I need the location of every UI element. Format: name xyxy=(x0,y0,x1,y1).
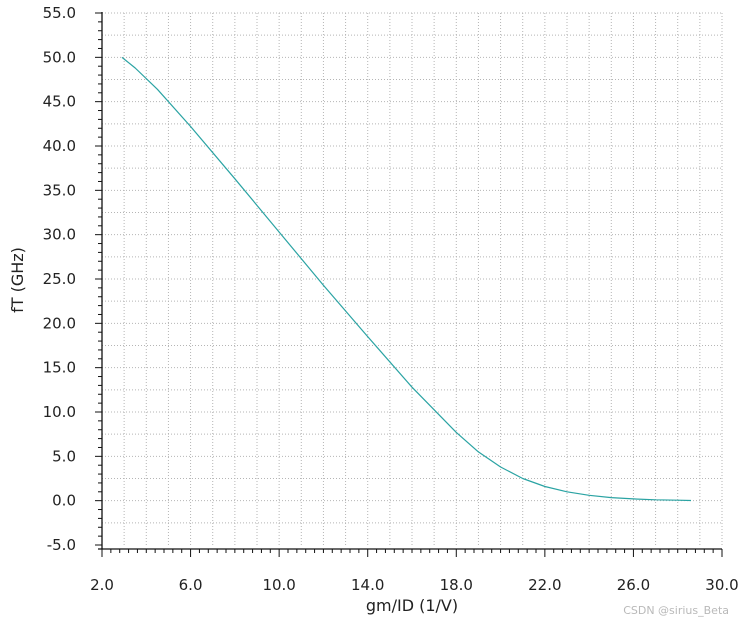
y-tick-label: 55.0 xyxy=(43,4,76,22)
x-tick-label: 10.0 xyxy=(262,576,295,594)
x-tick-label: 14.0 xyxy=(351,576,384,594)
y-tick-label: 5.0 xyxy=(52,447,76,465)
tick-labels: -5.0 0.0 5.0 10.0 15.0 20.0 25.0 30.0 35.0 40.0 45… xyxy=(43,4,739,594)
gridlines xyxy=(102,12,723,545)
x-tick-label: 22.0 xyxy=(528,576,561,594)
y-tick-label: 0.0 xyxy=(52,492,76,510)
y-tick-label: 50.0 xyxy=(43,48,76,66)
y-tick-label: 30.0 xyxy=(43,226,76,244)
x-tick-label: 30.0 xyxy=(705,576,738,594)
x-axis-label: gm/ID (1/V) xyxy=(366,596,458,615)
y-tick-label: 15.0 xyxy=(43,359,76,377)
x-tick-label: 2.0 xyxy=(90,576,114,594)
y-tick-label: -5.0 xyxy=(47,536,76,554)
series-group xyxy=(121,56,692,502)
axes xyxy=(98,12,722,550)
series-line xyxy=(121,56,692,502)
x-tick-label: 26.0 xyxy=(617,576,650,594)
watermark: CSDN @sirius_Beta xyxy=(623,604,729,617)
x-tick-label: 18.0 xyxy=(440,576,473,594)
y-axis-label: fT (GHz) xyxy=(8,247,27,313)
axis-ticks xyxy=(95,12,723,557)
y-tick-label: 10.0 xyxy=(43,403,76,421)
y-tick-label: 25.0 xyxy=(43,270,76,288)
x-tick-label: 6.0 xyxy=(179,576,203,594)
y-tick-label: 40.0 xyxy=(43,137,76,155)
y-tick-label: 20.0 xyxy=(43,314,76,332)
y-tick-label: 45.0 xyxy=(43,93,76,111)
y-tick-label: 35.0 xyxy=(43,181,76,199)
